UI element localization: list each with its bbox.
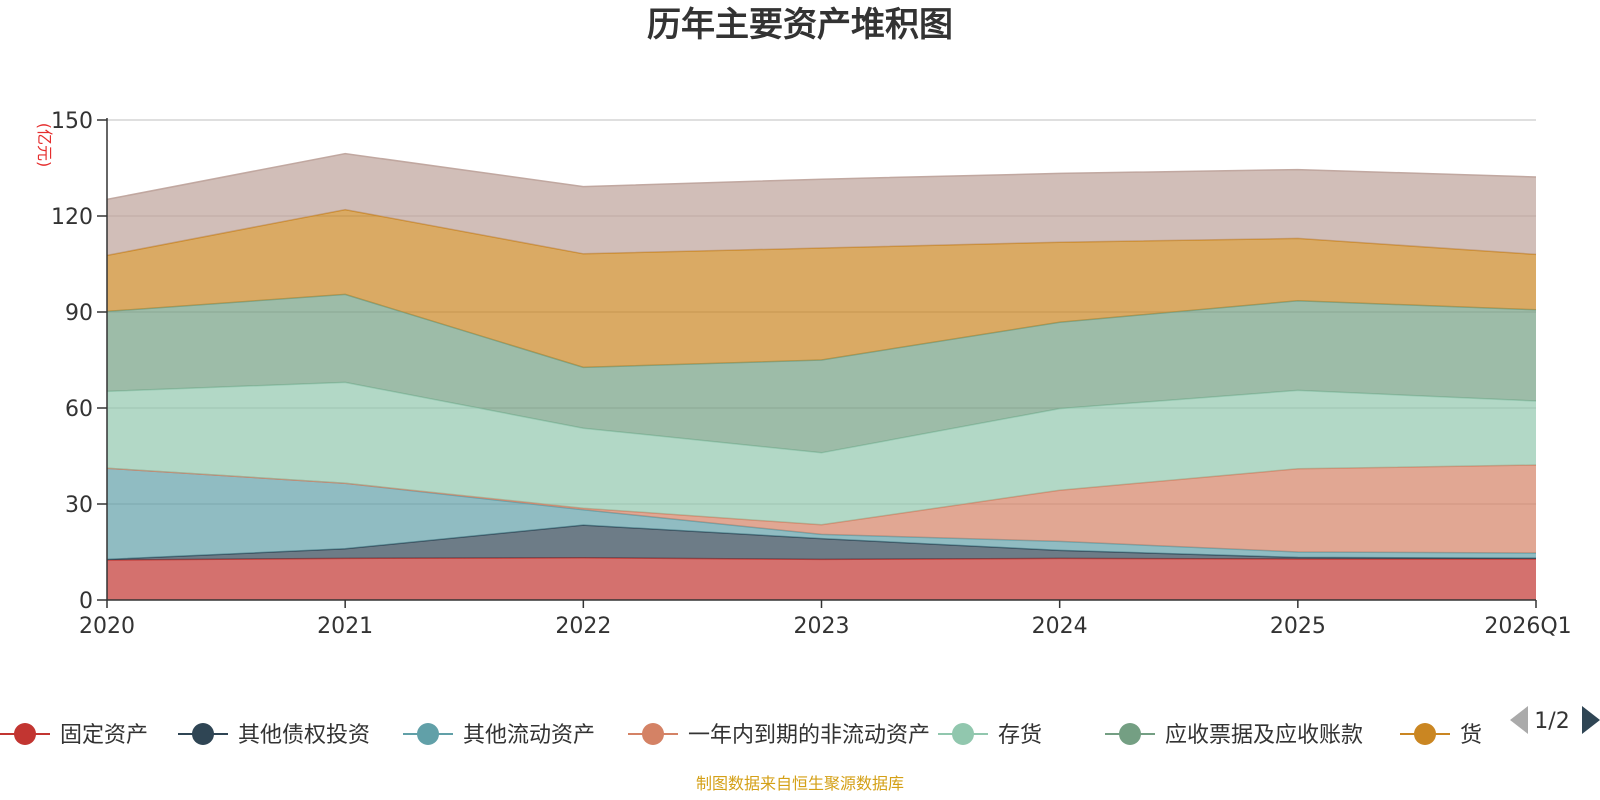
legend-marker-icon	[192, 723, 214, 745]
y-axis-unit-label: (亿元)	[35, 123, 54, 168]
data-source-note: 制图数据来自恒生聚源数据库	[696, 774, 904, 793]
legend-item[interactable]: 一年内到期的非流动资产	[628, 723, 930, 748]
legend-page-indicator: 1/2	[1534, 709, 1569, 734]
axes: 0 30 60 90 120 150 2020 2021 2022 2023 2024 2025 202…	[51, 109, 1572, 639]
legend-item[interactable]: 货	[1400, 723, 1482, 748]
legend-marker-icon	[642, 723, 664, 745]
legend-marker-icon	[952, 723, 974, 745]
x-tick-label: 2023	[794, 614, 850, 639]
area-series-6	[107, 209, 1536, 368]
legend-prev-page-icon[interactable]	[1510, 706, 1528, 734]
legend-item[interactable]: 存货	[938, 723, 1042, 748]
y-tick-label: 90	[65, 301, 93, 326]
legend-label: 货	[1460, 723, 1482, 748]
legend: 固定资产 其他债权投资 其他流动资产 一年内到期的非流动资产 存货 应收票据及应收账款 货	[0, 723, 1482, 748]
legend-item[interactable]: 其他债权投资	[178, 723, 370, 748]
area-series-0	[107, 557, 1536, 600]
chart-title: 历年主要资产堆积图	[647, 5, 953, 45]
x-tick-label: 2026Q1	[1484, 614, 1571, 639]
y-tick-label: 30	[65, 493, 93, 518]
legend-label: 一年内到期的非流动资产	[688, 723, 930, 748]
y-tick-label: 0	[79, 589, 93, 614]
legend-next-page-icon[interactable]	[1582, 706, 1600, 734]
area-series-2	[107, 468, 1536, 560]
x-tick-label: 2025	[1270, 614, 1326, 639]
legend-label: 应收票据及应收账款	[1165, 723, 1363, 748]
legend-item[interactable]: 其他流动资产	[403, 723, 595, 748]
area-series-5	[107, 294, 1536, 453]
area-series-7	[107, 153, 1536, 256]
legend-label: 其他流动资产	[463, 723, 595, 748]
legend-marker-icon	[417, 723, 439, 745]
y-tick-label: 60	[65, 397, 93, 422]
legend-marker-icon	[14, 723, 36, 745]
x-tick-label: 2020	[79, 614, 135, 639]
area-series-4	[107, 382, 1536, 525]
y-tick-label: 120	[51, 205, 93, 230]
x-tick-label: 2024	[1032, 614, 1088, 639]
legend-label: 其他债权投资	[238, 723, 370, 748]
legend-item[interactable]: 应收票据及应收账款	[1105, 723, 1363, 748]
legend-label: 固定资产	[60, 723, 148, 748]
y-tick-label: 150	[51, 109, 93, 134]
area-series-group	[106, 152, 1537, 600]
series-line-7	[106, 152, 1537, 201]
legend-marker-icon	[1119, 723, 1141, 745]
area-series-1	[107, 525, 1536, 560]
legend-label: 存货	[998, 723, 1042, 748]
legend-pager: 1/2	[1510, 706, 1600, 734]
x-tick-label: 2022	[555, 614, 611, 639]
area-series-3	[107, 465, 1536, 553]
legend-marker-icon	[1414, 723, 1436, 745]
x-tick-label: 2021	[317, 614, 373, 639]
legend-item[interactable]: 固定资产	[0, 723, 148, 748]
